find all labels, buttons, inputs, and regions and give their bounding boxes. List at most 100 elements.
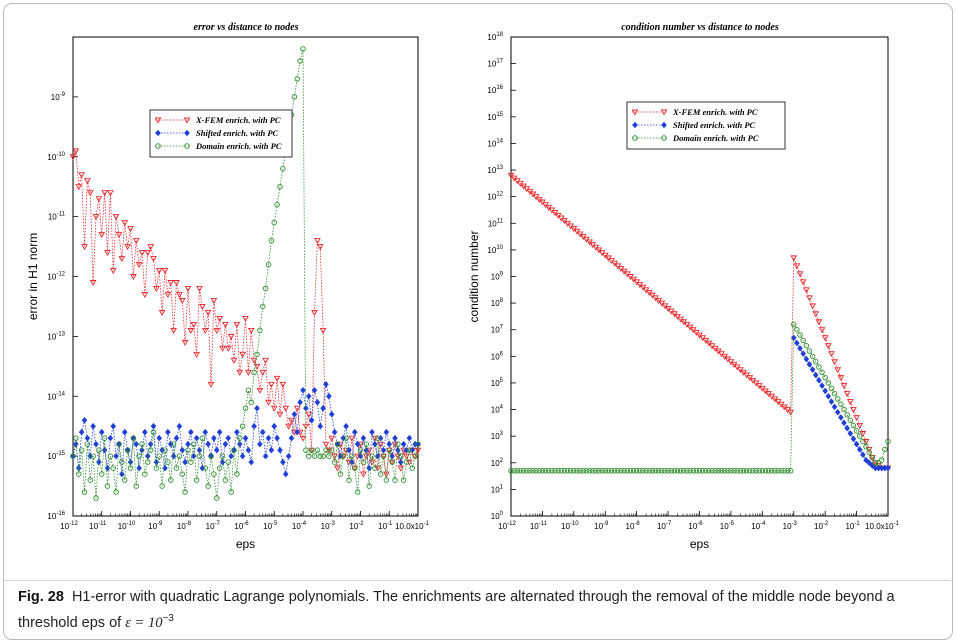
y-tick-exponent: -12: [56, 272, 65, 278]
y-axis-label: condition number: [467, 230, 481, 322]
data-point: [349, 453, 355, 459]
data-point: [262, 452, 269, 460]
data-point: [101, 190, 108, 197]
data-point: [72, 148, 80, 155]
data-point: [202, 465, 208, 471]
data-point: [699, 468, 706, 474]
data-point: [348, 435, 356, 442]
data-point: [383, 428, 390, 436]
data-point: [190, 441, 197, 447]
data-point: [552, 468, 558, 474]
x-tick-label: 10.0x10-1: [865, 521, 899, 531]
data-point: [265, 261, 272, 268]
data-point: [659, 468, 665, 474]
data-point: [133, 440, 140, 448]
data-point: [791, 321, 797, 328]
data-point: [652, 468, 659, 474]
legend-marker: [661, 135, 667, 141]
data-point: [649, 468, 656, 474]
data-point: [618, 468, 624, 474]
x-tick-exponent: -3: [792, 521, 798, 527]
data-point: [147, 440, 154, 448]
data-point: [250, 357, 258, 364]
y-tick-exponent: 1: [500, 484, 504, 490]
y-tick-exponent: 14: [496, 138, 503, 144]
data-point: [665, 468, 671, 474]
x-tick-label: 10-2: [814, 521, 829, 531]
data-point: [812, 371, 819, 379]
data-point: [797, 332, 803, 338]
legend-marker: [661, 121, 667, 129]
data-point: [139, 441, 145, 447]
data-point: [824, 343, 832, 350]
data-point: [706, 468, 712, 474]
y-tick-exponent: 13: [496, 165, 503, 171]
data-point: [242, 315, 249, 322]
x-tick-label: 10-12: [60, 521, 78, 531]
x-tick-exponent: -10: [570, 521, 579, 527]
data-point: [211, 471, 217, 477]
data-point: [853, 440, 860, 448]
data-point: [165, 459, 171, 465]
x-tick-exponent: -3: [330, 521, 336, 527]
data-point: [882, 446, 888, 453]
data-point: [219, 345, 226, 352]
data-point: [863, 444, 869, 450]
legend-box: [149, 109, 293, 158]
legend-label: X-FEM enrich. with PC: [195, 115, 281, 125]
data-point: [687, 468, 693, 474]
y-tick-exponent: 2: [500, 458, 504, 464]
data-point: [216, 315, 223, 322]
y-tick-label: 10-9: [51, 92, 66, 102]
data-point: [637, 468, 643, 474]
data-point: [819, 382, 825, 389]
data-point: [841, 419, 847, 427]
data-point: [262, 285, 269, 292]
caption-divider: [3, 580, 951, 581]
data-point: [95, 196, 103, 203]
y-tick-label: 109: [491, 272, 504, 282]
data-point: [305, 392, 312, 400]
data-point: [640, 468, 646, 474]
data-point: [354, 489, 361, 495]
data-point: [331, 428, 338, 436]
data-point: [78, 172, 85, 179]
data-point: [589, 468, 596, 474]
data-point: [107, 453, 114, 459]
data-point: [305, 411, 313, 418]
data-point: [222, 477, 229, 483]
data-point: [182, 458, 188, 466]
data-point: [853, 428, 860, 434]
data-point: [392, 434, 398, 442]
y-tick-label: 1014: [487, 138, 503, 148]
data-point: [236, 369, 244, 376]
y-tick-label: 103: [491, 431, 504, 441]
data-point: [144, 459, 151, 465]
data-point: [282, 405, 290, 412]
data-point: [580, 468, 587, 474]
data-point: [787, 468, 794, 474]
data-point: [211, 434, 217, 442]
data-point: [245, 369, 252, 376]
data-point: [219, 453, 226, 459]
data-point: [300, 387, 306, 394]
data-point: [84, 178, 91, 185]
data-point: [847, 430, 854, 437]
data-point: [674, 468, 681, 474]
data-point: [803, 342, 810, 349]
data-point: [164, 292, 172, 298]
x-tick-exponent: -11: [98, 521, 107, 527]
data-point: [545, 468, 552, 474]
data-point: [409, 465, 416, 471]
data-point: [98, 471, 105, 477]
data-point: [323, 381, 329, 388]
x-tick-exponent: -1: [424, 521, 430, 527]
legend-label: Shifted enrich. with PC: [196, 128, 279, 138]
data-point: [124, 447, 131, 453]
data-point: [259, 369, 267, 376]
y-tick-exponent: 12: [496, 192, 503, 198]
data-point: [271, 219, 278, 226]
caption-math: ε = 10: [125, 614, 163, 631]
y-tick-label: 1012: [487, 192, 503, 202]
data-point: [403, 459, 410, 465]
